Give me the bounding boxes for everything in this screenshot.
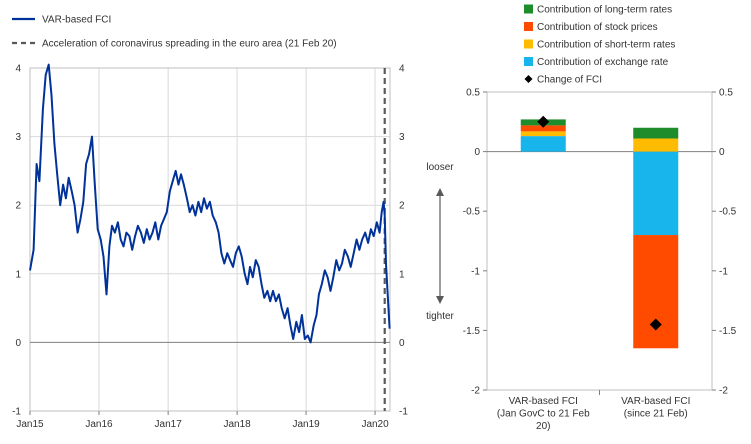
right-bars-layer (520, 119, 679, 349)
left-y-axis-ticks-right: 4 3 2 1 0 -1 (399, 64, 408, 418)
legend-label-fci: VAR-based FCI (42, 15, 111, 26)
legend-label-short-term: Contribution of short-term rates (537, 40, 675, 51)
y-tick-label: -1 (12, 407, 21, 418)
tighter-label: tighter (426, 311, 454, 322)
change-of-fci-marker (649, 318, 662, 331)
x-tick-label: Jan20 (361, 419, 389, 430)
legend-label-long-term: Contribution of long-term rates (537, 5, 672, 16)
arrow-up-icon (436, 188, 444, 196)
right-markers-layer (537, 115, 662, 331)
left-gridlines (30, 67, 390, 412)
x-tick-label: Jan15 (16, 419, 44, 430)
x-tick-label: Jan19 (292, 419, 320, 430)
y-tick-label: 0 (474, 147, 480, 158)
left-series-layer (29, 63, 391, 411)
series-line-var-fci (29, 63, 391, 344)
right-legend: Contribution of long-term rates Contribut… (524, 4, 675, 86)
y-tick-label-right: 1 (399, 269, 405, 280)
right-y-axis-ticks: 0.5 0 -0.5 -1 -1.5 -2 (463, 88, 487, 397)
direction-annotation: looser tighter (426, 162, 454, 322)
bar-exchange (520, 136, 566, 152)
y-tick-label: 0.5 (466, 88, 480, 99)
legend-marker-change-fci (524, 75, 533, 83)
y-tick-label: -0.5 (463, 207, 481, 218)
y-tick-label-right: 0 (399, 338, 405, 349)
bar-stock (520, 125, 566, 132)
legend-label-marker: Change of FCI (537, 75, 602, 86)
y-tick-label: 2 (15, 201, 21, 212)
bar-long-term (633, 127, 679, 139)
arrow-down-icon (436, 296, 444, 304)
left-plot-frame (29, 67, 391, 412)
y-tick-label: -1 (471, 266, 480, 277)
y-tick-label-right: 2 (399, 201, 405, 212)
legend-label-stock: Contribution of stock prices (537, 22, 658, 33)
looser-label: looser (426, 162, 454, 173)
y-tick-label-right: 0.5 (719, 88, 733, 99)
y-tick-label-right: -1.5 (719, 326, 737, 337)
y-tick-label: -2 (471, 386, 480, 397)
left-y-axis-ticks: 4 3 2 1 0 -1 (12, 64, 21, 418)
legend-swatch-long-term (524, 4, 533, 14)
y-tick-label: 1 (15, 269, 21, 280)
legend-label-exchange: Contribution of exchange rate (537, 57, 669, 68)
y-tick-label: 0 (15, 338, 21, 349)
legend-label-event: Acceleration of coronavirus spreading in… (42, 39, 337, 50)
left-legend: VAR-based FCI Acceleration of coronavirus… (12, 15, 337, 50)
y-tick-label: 4 (15, 64, 21, 75)
legend-swatch-exchange (524, 57, 533, 66)
y-tick-label-right: 3 (399, 132, 405, 143)
y-tick-label-right: 4 (399, 64, 405, 75)
category-label: (Jan GovC to 21 Feb (497, 409, 590, 420)
x-tick-label: Jan16 (85, 419, 113, 430)
category-label: VAR-based FCI (509, 396, 578, 407)
category-label: 20) (536, 421, 550, 432)
y-tick-label-right: -0.5 (719, 207, 737, 218)
bar-short-term (520, 131, 566, 137)
y-tick-label-right: -1 (399, 407, 408, 418)
bar-stock (633, 235, 679, 349)
right-y-axis-ticks-right: 0.5 0 -0.5 -1 -1.5 -2 (712, 88, 737, 397)
y-tick-label-right: 0 (719, 147, 725, 158)
category-label: (since 21 Feb) (624, 409, 688, 420)
left-plot-border (29, 67, 391, 412)
y-tick-label: 3 (15, 132, 21, 143)
x-tick-label: Jan17 (155, 419, 183, 430)
category-label: VAR-based FCI (621, 396, 690, 407)
x-tick-label: Jan18 (223, 419, 251, 430)
change-of-fci-marker (537, 115, 550, 128)
legend-swatch-stock (524, 22, 533, 31)
y-tick-label-right: -1 (719, 266, 728, 277)
right-bar-chart: Contribution of long-term rates Contribut… (463, 4, 737, 432)
y-tick-label-right: -2 (719, 386, 728, 397)
legend-swatch-short-term (524, 39, 533, 49)
bar-short-term (633, 138, 679, 152)
left-x-axis-ticks: Jan15 Jan16 Jan17 Jan18 Jan19 Jan20 (16, 411, 389, 430)
bar-exchange (633, 151, 679, 236)
y-tick-label: -1.5 (463, 326, 481, 337)
